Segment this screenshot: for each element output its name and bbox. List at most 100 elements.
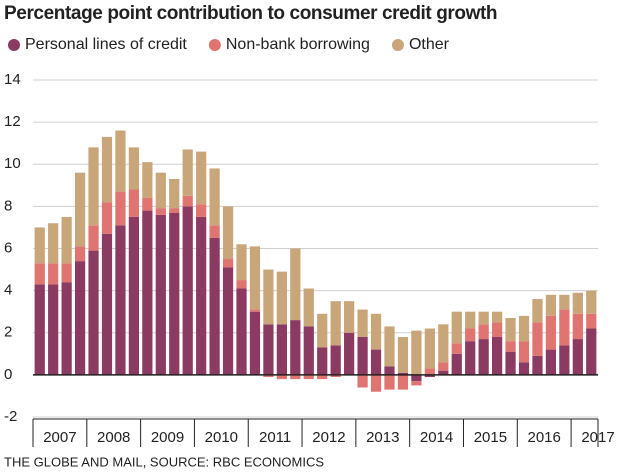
bar-segment bbox=[196, 216, 207, 375]
y-tick-label: 2 bbox=[4, 324, 12, 341]
bar-segment bbox=[88, 225, 99, 251]
bar-segment bbox=[74, 246, 86, 262]
bar-segment bbox=[128, 189, 140, 217]
bar-segment bbox=[586, 313, 597, 329]
bar-segment bbox=[451, 343, 462, 354]
bar-segment bbox=[128, 147, 140, 190]
bar-segment bbox=[303, 288, 314, 327]
bar-segment bbox=[370, 349, 382, 375]
bar-segment bbox=[34, 227, 45, 264]
bar-segment bbox=[438, 324, 449, 363]
bar-segment bbox=[222, 259, 234, 268]
bar-segment bbox=[491, 322, 503, 337]
bar-segment bbox=[222, 267, 234, 375]
bar-segment bbox=[142, 210, 153, 375]
bar-segment bbox=[34, 284, 45, 375]
x-tick-label: 2016 bbox=[528, 429, 561, 446]
x-tick-label: 2012 bbox=[312, 429, 345, 446]
bar-segment bbox=[115, 191, 126, 226]
bar-segment bbox=[74, 261, 86, 375]
bar-segment bbox=[424, 374, 435, 377]
x-tick-label: 2014 bbox=[420, 429, 453, 446]
chart-title: Percentage point contribution to consume… bbox=[4, 3, 497, 24]
bar-segment bbox=[545, 294, 557, 316]
bar-segment bbox=[344, 301, 355, 333]
bar-segment bbox=[411, 374, 422, 382]
bar-segment bbox=[559, 294, 570, 310]
bar-segment bbox=[330, 374, 341, 377]
bar-segment bbox=[505, 341, 516, 352]
y-tick-label: 8 bbox=[4, 197, 12, 214]
x-tick-label: 2011 bbox=[259, 429, 291, 446]
bar-segment bbox=[142, 197, 153, 211]
bar-segment bbox=[169, 212, 180, 375]
bar-segment bbox=[357, 336, 368, 375]
bar-segment bbox=[465, 311, 476, 329]
bar-segment bbox=[505, 318, 516, 342]
bar-segment bbox=[263, 324, 274, 375]
bar-segment bbox=[317, 313, 328, 348]
legend-swatch bbox=[391, 39, 404, 51]
bar-segment bbox=[209, 225, 220, 238]
bar-segment bbox=[61, 282, 72, 375]
bar-segment bbox=[155, 208, 166, 215]
bar-segment bbox=[424, 328, 435, 369]
bar-segment bbox=[276, 324, 287, 375]
bar-segment bbox=[411, 330, 422, 375]
bar-segment bbox=[424, 368, 435, 375]
bar-segment bbox=[249, 246, 261, 310]
bar-segment bbox=[115, 130, 126, 192]
bar-segment bbox=[518, 315, 530, 342]
bar-segment bbox=[303, 374, 314, 380]
bar-segment bbox=[370, 313, 382, 350]
bar-segment bbox=[236, 288, 247, 375]
bar-segment bbox=[61, 216, 72, 264]
legend-swatch bbox=[208, 39, 221, 51]
bar-segment bbox=[236, 280, 247, 289]
bar-segment bbox=[357, 309, 368, 337]
legend-label: Non-bank borrowing bbox=[226, 36, 370, 53]
bar-segment bbox=[236, 244, 247, 281]
bar-segment bbox=[88, 147, 99, 226]
bar-segment bbox=[491, 311, 503, 323]
legend-label: Personal lines of credit bbox=[25, 36, 187, 53]
bar-segment bbox=[532, 299, 543, 323]
bar-segment bbox=[196, 151, 207, 205]
bar-segment bbox=[518, 341, 530, 363]
bar-segment bbox=[518, 362, 530, 375]
bar-segment bbox=[370, 374, 382, 392]
bar-segment bbox=[182, 206, 193, 375]
bar-segment bbox=[586, 328, 597, 375]
y-tick-label: 10 bbox=[4, 155, 21, 172]
bar-segment bbox=[290, 320, 301, 375]
bar-segment bbox=[384, 326, 395, 367]
bar-segment bbox=[451, 311, 462, 344]
bar-segment bbox=[196, 204, 207, 217]
bar-segment bbox=[384, 366, 395, 375]
bar-segment bbox=[572, 339, 583, 375]
bar-segment bbox=[344, 332, 355, 375]
bar-segment bbox=[115, 225, 126, 375]
y-tick-label: 0 bbox=[4, 366, 12, 383]
bar-segment bbox=[101, 233, 113, 375]
bar-segment bbox=[545, 349, 557, 375]
bar-segment bbox=[61, 263, 72, 283]
bar-segment bbox=[451, 353, 462, 375]
bar-segment bbox=[303, 326, 314, 375]
bar-segment bbox=[438, 370, 449, 375]
bar-segment bbox=[317, 347, 328, 375]
x-tick-label: 2010 bbox=[205, 429, 238, 446]
bar-segment bbox=[397, 374, 409, 390]
bar-segment bbox=[532, 322, 543, 356]
bar-segment bbox=[572, 313, 583, 340]
bar-segment bbox=[276, 271, 287, 325]
bar-segment bbox=[478, 339, 489, 375]
bar-segment bbox=[478, 324, 489, 340]
x-tick-label: 2013 bbox=[366, 429, 399, 446]
bar-segment bbox=[572, 292, 583, 314]
y-tick-label: 4 bbox=[4, 282, 12, 299]
bar-segment bbox=[169, 178, 180, 209]
y-tick-label: 12 bbox=[4, 113, 21, 130]
bar-segment bbox=[411, 381, 422, 386]
bar-segment bbox=[559, 345, 570, 375]
